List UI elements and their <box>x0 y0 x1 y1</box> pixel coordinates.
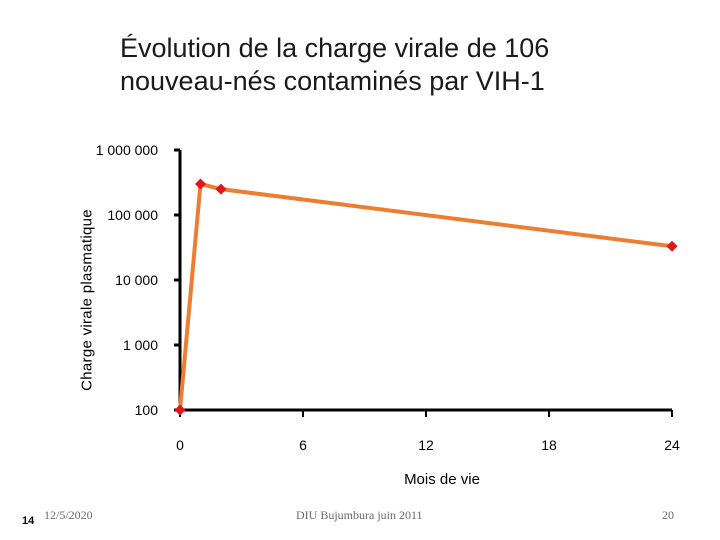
y-tick-label: 1 000 <box>123 337 158 353</box>
footer-text: DIU Bujumbura juin 2011 <box>296 508 423 522</box>
x-tick-label: 6 <box>299 437 307 453</box>
x-tick-label: 12 <box>418 437 434 453</box>
y-tick-label: 100 000 <box>107 207 158 223</box>
x-tick-label: 0 <box>176 437 184 453</box>
chart-title: Évolution de la charge virale de 106 nou… <box>120 32 600 98</box>
page-number: 20 <box>662 508 674 522</box>
data-point-marker <box>195 178 206 190</box>
chart-title-line-1: Évolution de la charge virale de 106 <box>120 33 550 63</box>
data-point-marker <box>666 240 678 252</box>
x-axis-label: Mois de vie <box>404 471 480 488</box>
y-tick-label: 1 000 000 <box>96 142 158 158</box>
corner-number: 14 <box>22 515 35 527</box>
x-tick-label: 24 <box>664 437 680 453</box>
data-point-marker <box>174 404 186 416</box>
x-tick-label: 18 <box>541 437 557 453</box>
footer-date: 12/5/2020 <box>44 508 93 522</box>
data-point-marker <box>215 183 227 195</box>
y-tick-label: 100 <box>135 402 159 418</box>
y-tick-label: 10 000 <box>115 272 158 288</box>
series-line <box>178 181 673 411</box>
y-axis-label: Charge virale plasmatique <box>78 209 96 391</box>
chart-title-line-2: nouveau-nés contaminés par VIH-1 <box>120 66 545 96</box>
